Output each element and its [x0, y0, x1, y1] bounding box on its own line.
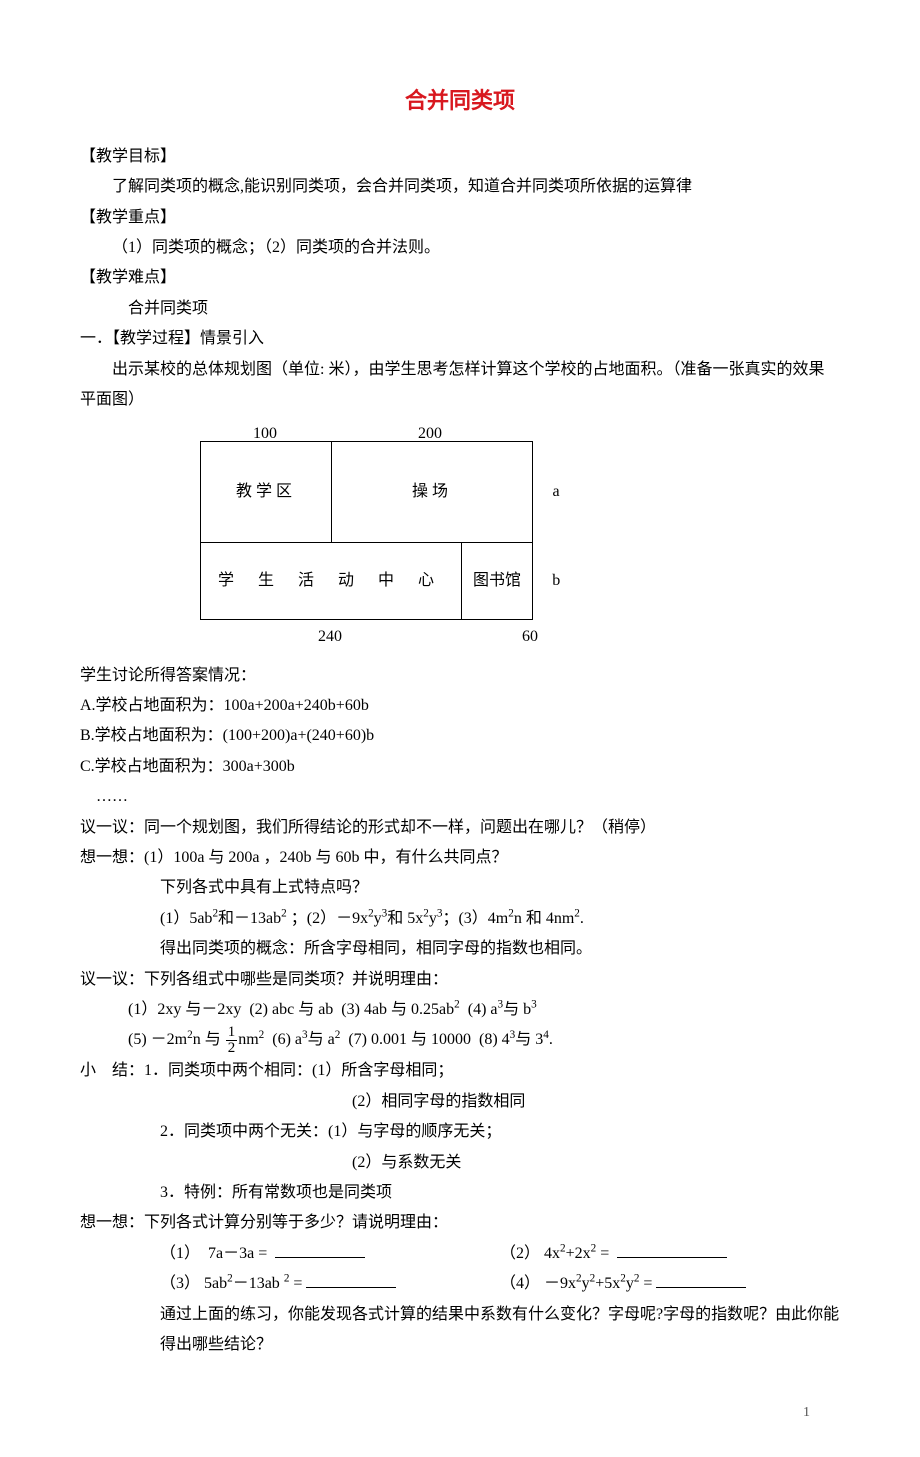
think-2-head: 想一想：下列各式计算分别等于多少？请说明理由：: [80, 1208, 840, 1238]
label-bot-240: 240: [200, 622, 460, 652]
answer-b: B.学校占地面积为：(100+200)a+(240+60)b: [80, 721, 840, 751]
summary-3: 3．特例：所有常数项也是同类项: [80, 1178, 840, 1208]
section-difficulty-head: 【教学难点】: [80, 263, 840, 293]
label-side-a: a: [533, 442, 572, 543]
label-bot-60: 60: [460, 622, 600, 652]
section-keypoint-body: （1）同类项的概念；（2）同类项的合并法则。: [80, 233, 840, 263]
summary-2a: 2．同类项中两个无关：(1）与字母的顺序无关；: [80, 1117, 840, 1147]
label-top-100: 100: [200, 419, 330, 441]
page-title: 合并同类项: [80, 80, 840, 122]
calc-q4: （4） －9x2y2+5x2y2 =: [500, 1269, 840, 1299]
talk-2-row2: (5) －2m2n 与 12nm2 (6) a3与 a2 (7) 0.001 与…: [80, 1025, 840, 1056]
discuss-head: 学生讨论所得答案情况：: [80, 661, 840, 691]
section-keypoint-head: 【教学重点】: [80, 203, 840, 233]
section-process-body: 出示某校的总体规划图（单位: 米），由学生思考怎样计算这个学校的占地面积。（准备…: [80, 355, 840, 416]
think-1-l1: 想一想：(1）100a 与 200a ，240b 与 60b 中，有什么共同点？: [80, 843, 840, 873]
talk-1: 议一议：同一个规划图，我们所得结论的形式却不一样，问题出在哪儿？（稍停）: [80, 813, 840, 843]
label-top-200: 200: [330, 419, 530, 441]
cell-playground: 操场: [332, 442, 533, 543]
think-1-l4: 得出同类项的概念：所含字母相同，相同字母的指数也相同。: [80, 934, 840, 964]
answer-a: A.学校占地面积为：100a+200a+240b+60b: [80, 691, 840, 721]
answer-ellipsis: ……: [80, 782, 840, 812]
think-1-l2: 下列各式中具有上式特点吗？: [80, 873, 840, 903]
calc-q3: （3） 5ab2－13ab 2 =: [160, 1269, 500, 1299]
section-difficulty-body: 合并同类项: [80, 294, 840, 324]
cell-teaching: 教学区: [201, 442, 332, 543]
think-1-l3: (1）5ab2和－13ab2 ；(2）－9x2y3和 5x2y3；(3）4m2n…: [80, 904, 840, 934]
footer-question: 通过上面的练习，你能发现各式计算的结果中系数有什么变化？字母呢?字母的指数呢？由…: [80, 1300, 840, 1361]
cell-activity: 学 生 活 动 中 心: [201, 543, 462, 620]
section-process-head: 一．【教学过程】情景引入: [80, 324, 840, 354]
section-goal-body: 了解同类项的概念,能识别同类项，会合并同类项，知道合并同类项所依据的运算律: [80, 172, 840, 202]
section-goal-head: 【教学目标】: [80, 142, 840, 172]
label-side-b: b: [533, 543, 572, 620]
summary-1a: 小 结：1．同类项中两个相同：(1）所含字母相同；: [80, 1056, 840, 1086]
calc-q1: （1） 7a－3a =: [160, 1239, 500, 1269]
cell-library: 图书馆: [462, 543, 533, 620]
answer-c: C.学校占地面积为：300a+300b: [80, 752, 840, 782]
page-number: 1: [80, 1400, 840, 1427]
school-plan-diagram: 100 200 教学区 操场 a 学 生 活 动 中 心 图书馆 b 240 6…: [200, 419, 840, 652]
talk-2-row1: (1）2xy 与－2xy (2) abc 与 ab (3) 4ab 与 0.25…: [80, 995, 840, 1025]
summary-2b: (2）与系数无关: [80, 1148, 840, 1178]
calc-q2: （2） 4x2+2x2 =: [500, 1239, 840, 1269]
summary-1b: (2）相同字母的指数相同: [80, 1087, 840, 1117]
talk-2-head: 议一议：下列各组式中哪些是同类项？并说明理由：: [80, 965, 840, 995]
